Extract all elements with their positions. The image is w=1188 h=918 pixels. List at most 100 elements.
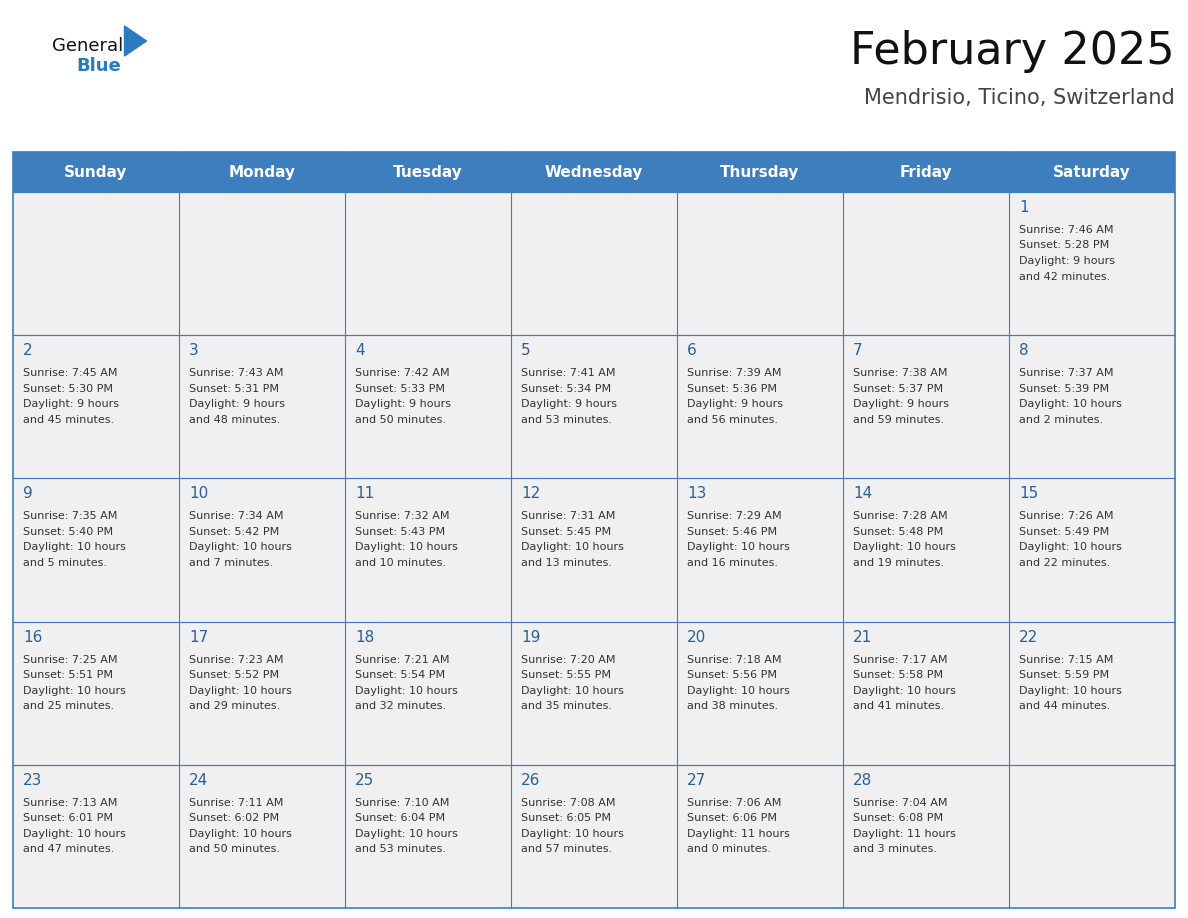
Text: Daylight: 10 hours: Daylight: 10 hours bbox=[23, 543, 126, 553]
Bar bbox=[843, 335, 1009, 478]
Text: Sunset: 5:37 PM: Sunset: 5:37 PM bbox=[853, 384, 943, 394]
Text: Sunrise: 7:15 AM: Sunrise: 7:15 AM bbox=[1019, 655, 1113, 665]
Text: Daylight: 10 hours: Daylight: 10 hours bbox=[853, 686, 956, 696]
Text: Daylight: 10 hours: Daylight: 10 hours bbox=[189, 686, 292, 696]
Text: and 7 minutes.: and 7 minutes. bbox=[189, 558, 273, 568]
Text: Sunrise: 7:35 AM: Sunrise: 7:35 AM bbox=[23, 511, 118, 521]
Polygon shape bbox=[125, 26, 146, 56]
Text: Sunrise: 7:10 AM: Sunrise: 7:10 AM bbox=[355, 798, 449, 808]
Bar bbox=[1009, 478, 1175, 621]
Text: Daylight: 9 hours: Daylight: 9 hours bbox=[687, 399, 783, 409]
Text: and 5 minutes.: and 5 minutes. bbox=[23, 558, 107, 568]
Text: and 57 minutes.: and 57 minutes. bbox=[522, 845, 612, 855]
Bar bbox=[179, 192, 345, 335]
Text: 18: 18 bbox=[355, 630, 374, 644]
Text: Sunrise: 7:08 AM: Sunrise: 7:08 AM bbox=[522, 798, 615, 808]
Text: 16: 16 bbox=[23, 630, 43, 644]
Text: 25: 25 bbox=[355, 773, 374, 788]
Text: Sunrise: 7:06 AM: Sunrise: 7:06 AM bbox=[687, 798, 782, 808]
Text: and 41 minutes.: and 41 minutes. bbox=[853, 701, 944, 711]
Text: Sunset: 5:51 PM: Sunset: 5:51 PM bbox=[23, 670, 113, 680]
Text: Daylight: 10 hours: Daylight: 10 hours bbox=[355, 686, 457, 696]
Bar bbox=[1009, 765, 1175, 908]
Text: Sunset: 6:04 PM: Sunset: 6:04 PM bbox=[355, 813, 446, 823]
Bar bbox=[843, 192, 1009, 335]
Text: Daylight: 10 hours: Daylight: 10 hours bbox=[853, 543, 956, 553]
Text: Sunset: 6:06 PM: Sunset: 6:06 PM bbox=[687, 813, 777, 823]
Text: 11: 11 bbox=[355, 487, 374, 501]
Bar bbox=[13, 192, 179, 335]
Text: Daylight: 10 hours: Daylight: 10 hours bbox=[522, 829, 624, 839]
Text: 12: 12 bbox=[522, 487, 541, 501]
Bar bbox=[511, 335, 677, 478]
Text: Sunset: 5:46 PM: Sunset: 5:46 PM bbox=[687, 527, 777, 537]
Text: and 29 minutes.: and 29 minutes. bbox=[189, 701, 280, 711]
Bar bbox=[13, 152, 1175, 192]
Text: and 45 minutes.: and 45 minutes. bbox=[23, 415, 114, 425]
Bar bbox=[677, 192, 843, 335]
Text: 4: 4 bbox=[355, 343, 365, 358]
Text: Sunrise: 7:38 AM: Sunrise: 7:38 AM bbox=[853, 368, 948, 378]
Bar bbox=[843, 621, 1009, 765]
Text: 14: 14 bbox=[853, 487, 872, 501]
Text: Mendrisio, Ticino, Switzerland: Mendrisio, Ticino, Switzerland bbox=[864, 88, 1175, 108]
Text: Daylight: 10 hours: Daylight: 10 hours bbox=[189, 543, 292, 553]
Bar bbox=[345, 478, 511, 621]
Text: 5: 5 bbox=[522, 343, 531, 358]
Bar bbox=[345, 765, 511, 908]
Text: Daylight: 10 hours: Daylight: 10 hours bbox=[1019, 543, 1121, 553]
Text: Daylight: 9 hours: Daylight: 9 hours bbox=[853, 399, 949, 409]
Text: Daylight: 10 hours: Daylight: 10 hours bbox=[23, 829, 126, 839]
Text: 21: 21 bbox=[853, 630, 872, 644]
Text: 15: 15 bbox=[1019, 487, 1038, 501]
Bar bbox=[13, 765, 179, 908]
Text: Friday: Friday bbox=[899, 164, 953, 180]
Text: Sunrise: 7:17 AM: Sunrise: 7:17 AM bbox=[853, 655, 948, 665]
Text: 28: 28 bbox=[853, 773, 872, 788]
Text: Daylight: 10 hours: Daylight: 10 hours bbox=[522, 686, 624, 696]
Text: Sunrise: 7:42 AM: Sunrise: 7:42 AM bbox=[355, 368, 449, 378]
Text: 17: 17 bbox=[189, 630, 208, 644]
Text: Sunrise: 7:13 AM: Sunrise: 7:13 AM bbox=[23, 798, 118, 808]
Text: 3: 3 bbox=[189, 343, 198, 358]
Text: and 3 minutes.: and 3 minutes. bbox=[853, 845, 937, 855]
Text: Monday: Monday bbox=[228, 164, 296, 180]
Text: Sunrise: 7:28 AM: Sunrise: 7:28 AM bbox=[853, 511, 948, 521]
Text: and 50 minutes.: and 50 minutes. bbox=[189, 845, 280, 855]
Bar bbox=[843, 765, 1009, 908]
Text: Daylight: 10 hours: Daylight: 10 hours bbox=[1019, 686, 1121, 696]
Text: 9: 9 bbox=[23, 487, 33, 501]
Text: 7: 7 bbox=[853, 343, 862, 358]
Text: Daylight: 11 hours: Daylight: 11 hours bbox=[853, 829, 956, 839]
Text: and 47 minutes.: and 47 minutes. bbox=[23, 845, 114, 855]
Bar bbox=[345, 621, 511, 765]
Text: Sunset: 5:34 PM: Sunset: 5:34 PM bbox=[522, 384, 611, 394]
Text: 2: 2 bbox=[23, 343, 32, 358]
Text: and 22 minutes.: and 22 minutes. bbox=[1019, 558, 1111, 568]
Text: Sunset: 6:02 PM: Sunset: 6:02 PM bbox=[189, 813, 279, 823]
Text: and 48 minutes.: and 48 minutes. bbox=[189, 415, 280, 425]
Text: Sunrise: 7:21 AM: Sunrise: 7:21 AM bbox=[355, 655, 449, 665]
Text: and 16 minutes.: and 16 minutes. bbox=[687, 558, 778, 568]
Text: Wednesday: Wednesday bbox=[545, 164, 643, 180]
Text: Sunrise: 7:34 AM: Sunrise: 7:34 AM bbox=[189, 511, 284, 521]
Text: and 19 minutes.: and 19 minutes. bbox=[853, 558, 944, 568]
Text: and 2 minutes.: and 2 minutes. bbox=[1019, 415, 1104, 425]
Text: and 0 minutes.: and 0 minutes. bbox=[687, 845, 771, 855]
Text: and 50 minutes.: and 50 minutes. bbox=[355, 415, 446, 425]
Text: Sunrise: 7:20 AM: Sunrise: 7:20 AM bbox=[522, 655, 615, 665]
Bar bbox=[13, 621, 179, 765]
Bar bbox=[1009, 621, 1175, 765]
Text: Saturday: Saturday bbox=[1053, 164, 1131, 180]
Text: Daylight: 9 hours: Daylight: 9 hours bbox=[355, 399, 451, 409]
Text: 22: 22 bbox=[1019, 630, 1038, 644]
Text: Sunrise: 7:23 AM: Sunrise: 7:23 AM bbox=[189, 655, 284, 665]
Text: Sunrise: 7:26 AM: Sunrise: 7:26 AM bbox=[1019, 511, 1113, 521]
Text: February 2025: February 2025 bbox=[851, 30, 1175, 73]
Text: and 44 minutes.: and 44 minutes. bbox=[1019, 701, 1111, 711]
Text: Sunrise: 7:46 AM: Sunrise: 7:46 AM bbox=[1019, 225, 1113, 235]
Text: and 53 minutes.: and 53 minutes. bbox=[355, 845, 446, 855]
Text: General: General bbox=[52, 37, 124, 55]
Text: Sunrise: 7:29 AM: Sunrise: 7:29 AM bbox=[687, 511, 782, 521]
Text: Daylight: 10 hours: Daylight: 10 hours bbox=[23, 686, 126, 696]
